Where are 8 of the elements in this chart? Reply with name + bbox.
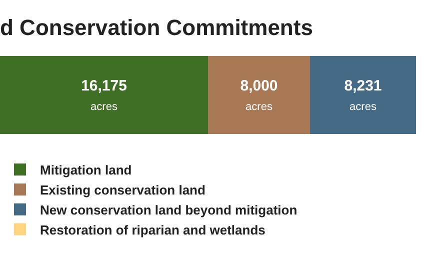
legend-label: Restoration of riparian and wetlands xyxy=(40,222,266,238)
data-label: 8,000 acres xyxy=(240,77,278,113)
data-label: 16,175 acres xyxy=(81,77,127,113)
data-label: 8,231 acres xyxy=(344,77,382,113)
legend-label: New conservation land beyond mitigation xyxy=(40,202,298,218)
legend-label: Existing conservation land xyxy=(40,182,206,198)
chart-title: d Conservation Commitments xyxy=(0,15,313,40)
legend-label: Mitigation land xyxy=(40,162,132,178)
